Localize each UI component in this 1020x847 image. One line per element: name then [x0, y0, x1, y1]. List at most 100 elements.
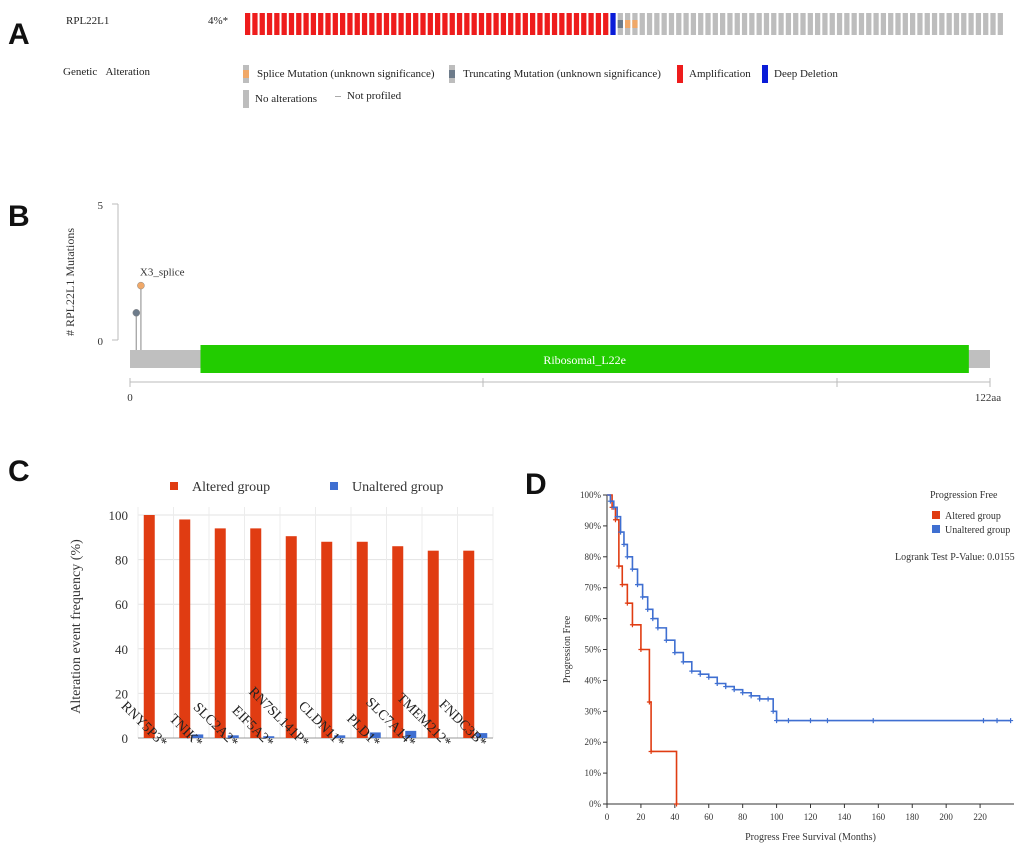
oncoprint-cell-amplification: [522, 13, 528, 35]
legend-label: Unaltered group: [945, 525, 1010, 536]
oncoprint-cell-unaltered: [734, 13, 740, 35]
oncoprint-cell-unaltered: [727, 13, 733, 35]
legend-label: Altered group: [945, 511, 1001, 522]
censor-mark: [697, 671, 703, 677]
oncoprint-cell-amplification: [508, 13, 514, 35]
alteration-frequency: 4%*: [208, 15, 229, 27]
y-tick-label: 20%: [585, 737, 602, 747]
p-value-label: Logrank Test P-Value: 0.0155: [895, 552, 1015, 563]
oncoprint-cell-unaltered: [873, 13, 879, 35]
oncoprint-cell-unaltered: [749, 13, 755, 35]
bar-unaltered: [369, 732, 381, 738]
x-tick-label: 122aa: [975, 392, 1001, 404]
oncoprint-mark-splice: [625, 20, 631, 28]
oncoprint-cell-unaltered: [771, 13, 777, 35]
legend-swatch: [932, 525, 940, 533]
oncoprint-cell-amplification: [405, 13, 412, 35]
legend-not-profiled: Not profiled: [335, 90, 401, 102]
censor-mark: [638, 647, 644, 652]
oncoprint-cell-amplification: [274, 13, 280, 35]
amplification-swatch: [677, 65, 683, 83]
x-tick-label: 120: [804, 812, 818, 822]
censor-mark: [723, 684, 729, 690]
mutation-label: X3_splice: [140, 267, 185, 279]
legend-label: Splice Mutation (unknown significance): [257, 68, 435, 80]
x-tick-label: 0: [605, 812, 610, 822]
censor-mark: [672, 650, 678, 656]
no-alterations-swatch: [243, 90, 249, 108]
bar-altered: [427, 550, 439, 738]
legend-title: Genetic Alteration: [63, 66, 150, 78]
legend-amplification: Amplification: [677, 65, 751, 83]
censor-mark: [612, 517, 618, 523]
legend-title-alteration: Alteration: [105, 66, 151, 78]
domain-ribosomal-l22e: [200, 345, 969, 373]
oncoprint-cell-amplification: [471, 13, 477, 35]
oncoprint-cell-amplification: [391, 13, 397, 35]
bar-unaltered: [263, 736, 275, 738]
oncoprint-cell-unaltered: [990, 13, 996, 35]
oncoprint-cell-unaltered: [975, 13, 982, 35]
oncoprint-cell-amplification: [332, 13, 338, 35]
censor-mark: [611, 504, 617, 510]
lollipop-head: [132, 309, 141, 317]
legend-no-alterations: No alterations: [243, 90, 317, 108]
bar-altered: [285, 536, 297, 738]
oncoprint-cell-amplification: [566, 13, 572, 35]
legend-label-unaltered: Unaltered group: [352, 480, 443, 495]
censor-mark: [706, 674, 712, 680]
oncoprint-cell-amplification: [318, 13, 324, 35]
y-tick-label: 0: [98, 336, 104, 348]
censor-mark: [629, 622, 635, 628]
y-tick-label: 5: [98, 200, 104, 212]
legend-truncating: Truncating Mutation (unknown significanc…: [449, 65, 661, 83]
censor-mark: [774, 718, 780, 724]
legend-label: Deep Deletion: [774, 68, 838, 80]
censor-mark: [714, 680, 720, 686]
splice-swatch: [243, 65, 249, 83]
oncoprint-cell-unaltered: [997, 13, 1003, 35]
x-tick-label: 0: [127, 392, 133, 404]
oncoprint-cell-amplification: [537, 13, 543, 35]
oncoprint-cell-amplification: [310, 13, 317, 35]
x-tick-label: 160: [872, 812, 886, 822]
oncoprint-cell-amplification: [361, 13, 368, 35]
oncoprint-cell-amplification: [325, 13, 331, 35]
bar-unaltered: [192, 734, 204, 738]
oncoprint-cell-amplification: [420, 13, 426, 35]
oncoprint-cell-unaltered: [683, 13, 689, 35]
oncoprint-cell-amplification: [340, 13, 346, 35]
legend-splice: Splice Mutation (unknown significance): [243, 65, 435, 83]
y-tick-label: 40%: [585, 675, 602, 685]
y-tick-label: 30%: [585, 706, 602, 716]
censor-mark: [663, 637, 669, 643]
censor-mark: [757, 696, 763, 702]
oncoprint-cell-unaltered: [836, 13, 843, 35]
legend-label-altered: Altered group: [192, 480, 270, 495]
oncoprint-cell-amplification: [478, 13, 485, 35]
y-axis-label: Alteration event frequency (%): [69, 539, 84, 714]
bar-altered: [143, 515, 155, 738]
censor-mark: [614, 514, 620, 520]
y-tick-label: 20: [115, 686, 128, 701]
lollipop-chart: 5 0 # RPL22L1 Mutations Ribosomal_L22e X3_sp…: [63, 200, 1001, 404]
y-axis-label: # RPL22L1 Mutations: [63, 228, 77, 336]
y-tick-label: 10%: [585, 768, 602, 778]
oncoprint-cell-unaltered: [858, 13, 865, 35]
bar-altered: [392, 546, 404, 738]
bar-unaltered: [334, 735, 346, 738]
oncoprint-cell-unaltered: [968, 13, 974, 35]
oncoprint-cell-unaltered: [895, 13, 901, 35]
oncoprint-cell-unaltered: [690, 13, 697, 35]
oncoprint-cell-unaltered: [917, 13, 923, 35]
censor-mark: [994, 718, 1000, 724]
legend-title: Progression Free: [930, 490, 998, 501]
domain-label: Ribosomal_L22e: [543, 353, 626, 367]
censor-mark: [621, 541, 627, 547]
legend-swatch-unaltered: [330, 482, 338, 490]
censor-mark: [785, 718, 791, 724]
legend-label: Amplification: [689, 68, 751, 80]
oncoprint-cell-unaltered: [654, 13, 660, 35]
oncoprint-cell-amplification: [398, 13, 404, 35]
oncoprint-cell-amplification: [544, 13, 550, 35]
